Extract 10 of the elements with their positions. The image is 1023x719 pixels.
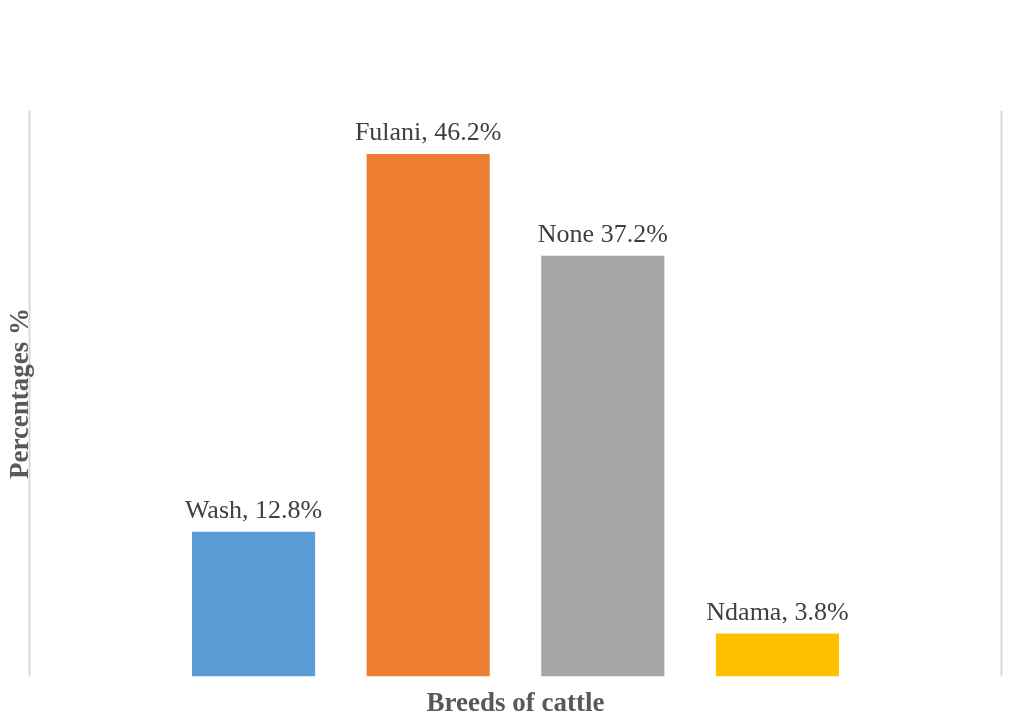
data-label: Wash, 12.8% xyxy=(184,494,323,524)
data-label: Fulani, 46.2% xyxy=(354,116,502,146)
data-label: Ndama, 3.8% xyxy=(706,596,849,626)
x-axis-title: Breeds of cattle xyxy=(426,686,605,717)
bar xyxy=(715,633,840,677)
data-label: None 37.2% xyxy=(537,218,668,248)
bar xyxy=(541,255,665,677)
y-axis-title: Percentages % xyxy=(3,307,34,480)
bar xyxy=(191,531,316,677)
bar xyxy=(366,153,490,677)
